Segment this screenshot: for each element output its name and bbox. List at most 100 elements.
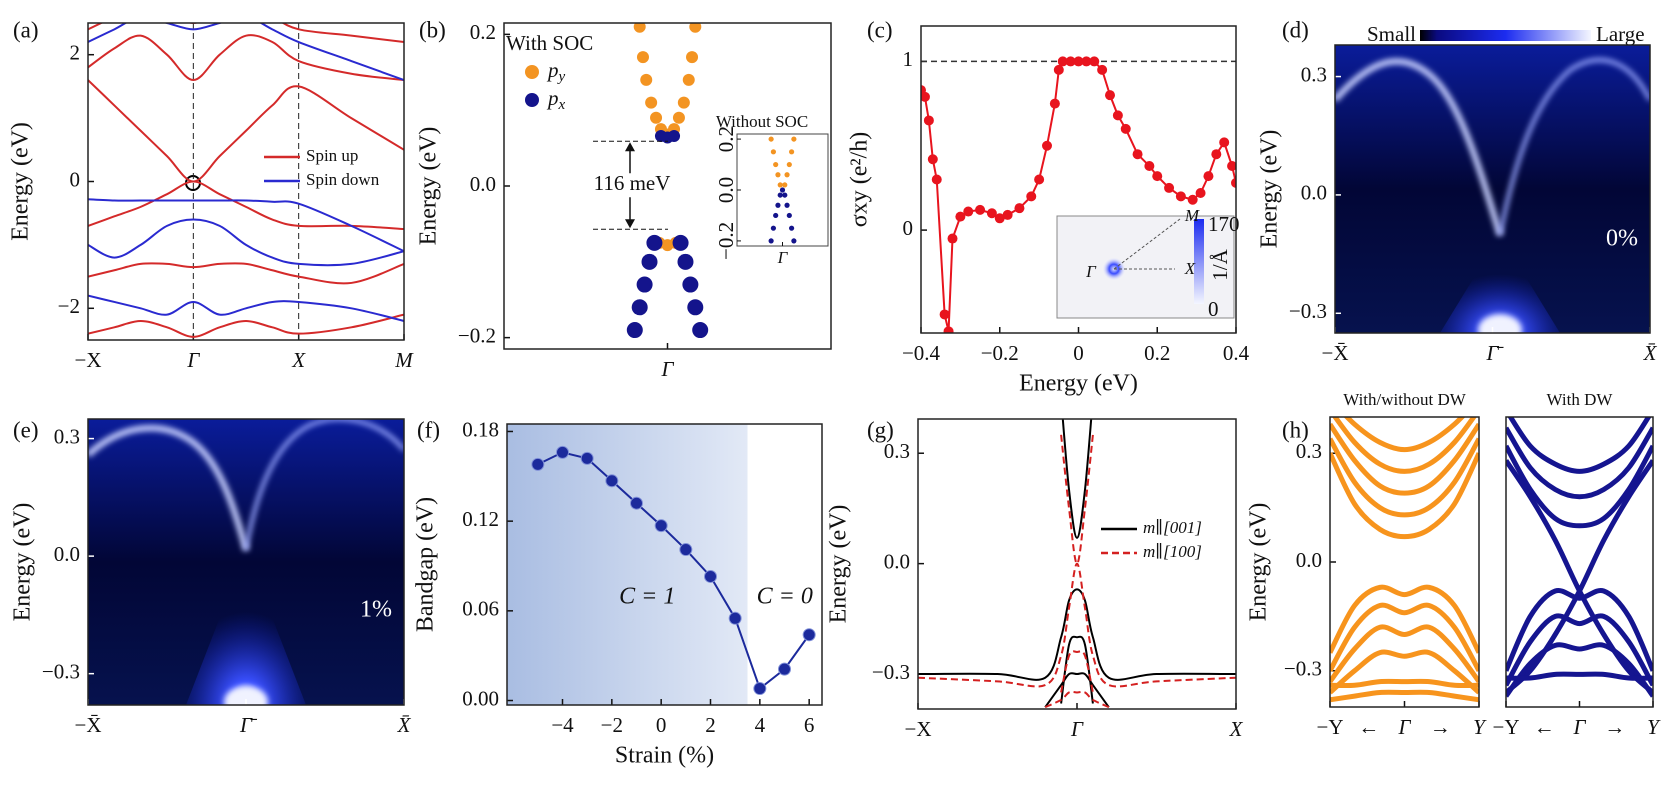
band [1330, 678, 1479, 689]
band [1506, 426, 1653, 500]
c-inset [1056, 215, 1235, 319]
point [686, 51, 699, 64]
panel-label: (d) [1282, 17, 1309, 42]
marker [1105, 90, 1115, 101]
marker [1065, 56, 1076, 67]
inset-label: Γ [1085, 262, 1097, 281]
y-tick-label: 0.3 [54, 424, 80, 448]
band [1506, 587, 1653, 672]
panel-label: (g) [867, 417, 894, 442]
marker [1112, 110, 1123, 121]
marker [778, 662, 792, 676]
marker [704, 569, 718, 583]
point [646, 234, 663, 251]
plot-frame [1505, 416, 1654, 708]
panel-label: (c) [867, 17, 893, 42]
y-tick-label: 1 [903, 47, 914, 71]
inset-point [773, 212, 779, 219]
region-label: C = 0 [757, 584, 813, 610]
inset-point [779, 187, 786, 193]
marker [1097, 64, 1108, 75]
y-tick-label: 0.0 [54, 542, 80, 566]
y-tick-label: 0.0 [1301, 181, 1327, 205]
band [1044, 672, 1110, 708]
y-axis-label: Bandgap (eV) [413, 497, 439, 632]
marker [630, 496, 644, 510]
x-tick-label: Y [1647, 715, 1661, 739]
arrow: ← [1358, 715, 1379, 739]
plot-frame [87, 418, 405, 706]
band [88, 294, 404, 322]
x-tick-label: 0 [656, 713, 667, 737]
strain-label: 0% [1606, 226, 1638, 252]
band [88, 79, 404, 183]
plot-frame [506, 423, 823, 706]
y-axis-label: σxy (e²/h) [847, 132, 873, 227]
plot-frame [1334, 44, 1651, 334]
marker [556, 445, 570, 459]
x-tick-label: X [1229, 717, 1244, 741]
band [1343, 417, 1466, 453]
x-tick-label: −X [904, 717, 931, 741]
band [88, 313, 404, 338]
band [1060, 650, 1094, 693]
x-tick-label: Γ̄ [239, 713, 258, 737]
inset-point [791, 136, 797, 142]
y-axis-label: Energy (eV) [8, 122, 34, 241]
heatmap-d [1335, 45, 1650, 333]
marker [605, 474, 619, 488]
marker [923, 115, 934, 126]
colorbar-label: Small [1367, 22, 1416, 46]
x-tick-label: −4 [551, 713, 574, 737]
arrow: → [1430, 715, 1451, 739]
panel-label: (h) [1282, 417, 1309, 442]
x-tick-label: −0.2 [981, 341, 1019, 365]
x-tick-label: M [394, 348, 414, 372]
point [682, 276, 699, 293]
point [636, 276, 653, 293]
marker [654, 519, 668, 533]
marker [1002, 209, 1013, 220]
inset-point [789, 225, 795, 231]
panel-label: (f) [417, 417, 440, 442]
x-tick-label: −X̄ [1321, 341, 1348, 365]
band [1507, 417, 1652, 474]
label-bg [588, 173, 676, 198]
y-axis-label: Energy (eV) [826, 505, 852, 624]
band [1330, 624, 1479, 684]
point [682, 73, 695, 86]
band [1330, 649, 1479, 695]
x-tick-label: X [291, 348, 306, 372]
region-label: C = 1 [619, 584, 675, 610]
legend-swatch [525, 65, 539, 79]
point [641, 253, 658, 270]
x-tick-label: −Y [1316, 715, 1343, 739]
marker [1144, 161, 1155, 172]
y-tick-label: 0.0 [884, 549, 910, 573]
x-tick-label: Y [1473, 715, 1487, 739]
marker [1164, 182, 1175, 193]
inset-y-tick-label: 0.0 [714, 177, 738, 203]
heatmap-e [88, 419, 404, 705]
inset-point [777, 192, 783, 198]
marker [1152, 171, 1163, 182]
band [918, 562, 1236, 688]
point [692, 322, 709, 339]
marker [927, 154, 938, 165]
inset-point [784, 202, 790, 208]
x-tick-label: −X̄ [74, 713, 101, 737]
subplot-title: With/without DW [1343, 390, 1467, 409]
marker [1187, 194, 1198, 205]
y-tick-label: 0.00 [462, 686, 499, 710]
x-tick-label: X̄ [397, 713, 412, 737]
band [1506, 613, 1653, 687]
band [1061, 419, 1093, 539]
y-tick-label: −0.3 [1284, 657, 1322, 681]
y-tick-label: 0.12 [462, 507, 499, 531]
x-tick-label: 2 [705, 713, 716, 737]
point [631, 299, 648, 316]
marker [1219, 137, 1230, 148]
point [626, 322, 643, 339]
marker [1081, 56, 1092, 67]
